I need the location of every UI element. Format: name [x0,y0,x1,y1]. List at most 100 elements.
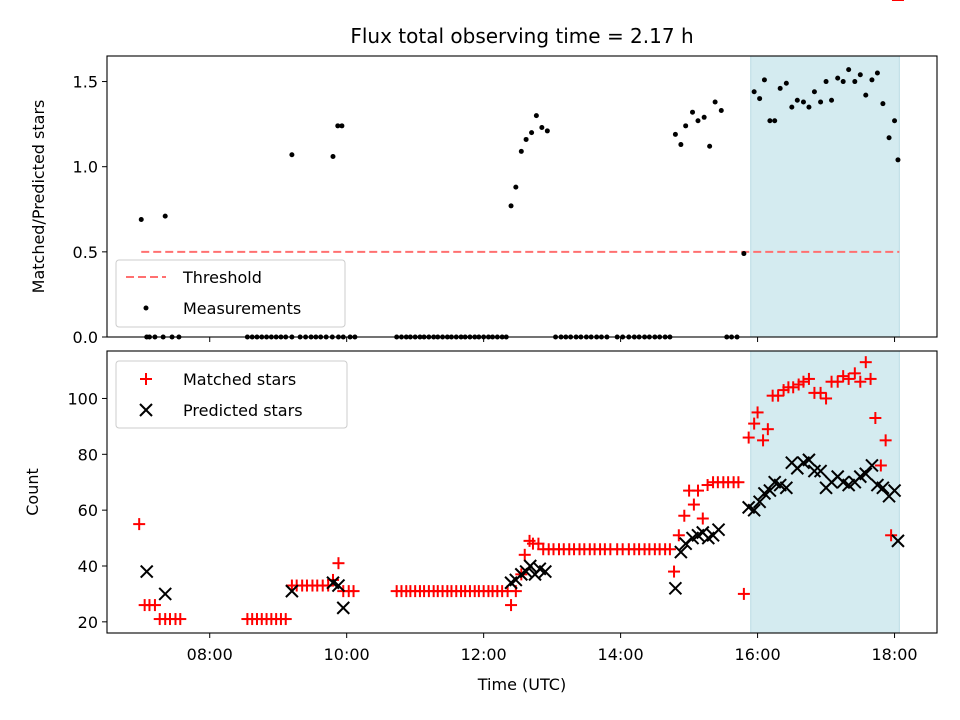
predicted-star-point [140,564,154,579]
matched-star-point [814,386,827,399]
predicted-star-point [813,464,828,478]
predicted-star-point [891,534,905,548]
chart-title: Flux total observing time = 2.17 h [350,24,693,48]
matched-star-point [174,613,187,626]
measurement-point [707,143,713,149]
predicted-star-point [859,467,873,481]
measurement-point [800,99,806,105]
predicted-star-points [140,453,905,615]
x-tick-label: 16:00 [735,645,781,664]
measurement-point [672,131,678,137]
count-panel-frame [106,350,938,634]
measurement-point [529,130,535,136]
measurement-point [508,203,514,209]
matched-star-point [748,417,761,430]
measurement-point [539,125,545,131]
predicted-star-point [876,481,890,495]
measurement-point [339,123,345,129]
measurement-point [835,75,841,81]
matched-star-point [848,367,861,380]
predicted-star-point [747,503,761,517]
matched-star-point [742,431,755,444]
predicted-star-point [865,458,879,473]
matched-star-point [761,423,774,436]
y-tick-label: 0.5 [73,243,98,262]
measurement-point [806,104,812,110]
measurement-point [162,213,168,219]
y-tick-label: 20 [78,613,98,632]
measurement-point [892,118,898,124]
measurement-point [829,97,835,103]
matched-star-point [732,476,745,489]
predicted-star-point [779,481,794,495]
predicted-star-point [674,545,688,559]
y-tick-label: 0.0 [73,328,98,347]
measurement-point [874,70,880,76]
measurement-point [712,99,718,105]
ratio-y-axis-label: Matched/Predicted stars [29,100,48,294]
measurement-point [523,136,529,142]
measurement-point [767,118,773,124]
matched-star-point [820,392,833,405]
ratio-panel: 0.0 0.5 1.0 1.5 Matched/Predicted stars [29,55,938,347]
matched-star-point [864,372,877,385]
measurement-point [690,109,696,115]
ratio-legend-box [115,259,346,328]
measurement-point [751,89,757,95]
highlight-band-top [750,55,900,338]
count-legend-box [115,360,348,429]
y-tick-label: 80 [78,445,98,464]
predicted-star-point [538,564,552,579]
measurements-legend-label: Measurements [183,299,301,318]
measurement-point [761,77,767,83]
predicted-star-point [158,587,172,601]
predicted-star-point [807,464,822,478]
matched-star-point [332,557,345,570]
y-tick-label: 1.0 [73,158,98,177]
count-y-axis-label: Count [23,468,42,516]
predicted-star-point [763,483,777,498]
predicted-star-point [331,578,346,593]
predicted-star-point [523,559,537,573]
measurement-point [783,80,789,86]
matched-star-point [837,370,850,383]
ratio-legend: Threshold Measurements [115,259,346,328]
measurements-legend-swatch [143,305,149,311]
ratio-panel-frame [106,55,938,338]
measurement-point [880,101,886,107]
x-tick-label: 14:00 [598,645,644,664]
y-tick-label: 40 [78,557,98,576]
measurement-point [789,104,795,110]
matched-star-point [879,434,892,447]
measurement-point [513,184,519,190]
measurement-point [857,72,863,78]
measurement-point [518,148,524,154]
measurement-point [840,79,846,85]
threshold-legend-label: Threshold [182,268,262,287]
predicted-star-point [802,453,816,467]
x-axis-ticks: 08:00 10:00 12:00 14:00 16:00 18:00 [187,337,918,664]
y-tick-label: 60 [78,501,98,520]
matched-star-point [797,375,810,388]
measurement-point [533,113,539,119]
matched-legend-label: Matched stars [183,370,296,389]
matched-star-point [133,518,146,531]
measurement-point [330,153,336,159]
measurement-point [683,123,689,129]
predicted-star-point [285,584,299,598]
measurement-point [701,114,707,120]
predicted-star-point [752,495,767,509]
matched-star-point [854,375,867,388]
measurement-point [863,92,869,98]
matched-star-point [831,375,844,388]
measurement-point [757,96,763,102]
matched-star-point [859,356,872,369]
predicted-star-point [519,564,533,579]
measurement-point [695,118,701,124]
count-panel-ticks: 20 40 60 80 100 [67,389,107,632]
ratio-panel-ticks: 0.0 0.5 1.0 1.5 [73,73,107,347]
measurement-point [846,67,852,73]
matched-star-point [874,459,887,472]
count-legend: Matched stars Predicted stars [115,360,348,429]
